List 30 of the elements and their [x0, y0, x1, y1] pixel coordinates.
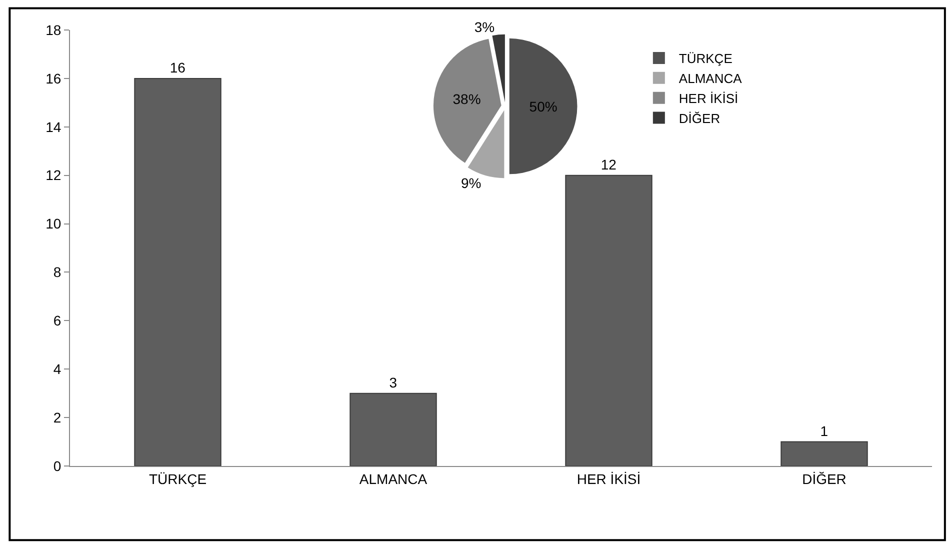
y-tick-label: 14 [46, 118, 62, 135]
legend-label: ALMANCA [678, 71, 742, 86]
data-label: 16 [170, 59, 186, 76]
y-tick-label: 12 [46, 167, 62, 184]
data-label: 1 [820, 422, 828, 439]
x-tick-label: HER İKİSİ [576, 470, 641, 487]
legend-label: DİĞER [678, 110, 720, 126]
bar [565, 174, 652, 466]
y-tick-label: 16 [46, 70, 62, 86]
bar [350, 392, 437, 466]
y-tick-label: 10 [46, 216, 62, 232]
x-tick-label: TÜRKÇE [148, 470, 207, 487]
data-label: 50% [529, 98, 558, 114]
y-tick-label: 6 [53, 312, 62, 329]
y-tick-label: 4 [53, 361, 62, 378]
data-label: 38% [452, 90, 481, 107]
bar [134, 78, 222, 466]
data-label: 9% [461, 174, 482, 191]
legend-label: TÜRKÇE [678, 51, 733, 66]
y-tick-label: 8 [53, 264, 62, 280]
y-tick-label: 0 [53, 458, 62, 474]
legend-label: HER İKİSİ [678, 90, 738, 106]
data-label: 3 [389, 374, 398, 390]
x-tick-label: DİĞER [802, 470, 846, 487]
data-label: 12 [600, 156, 617, 172]
bar [780, 441, 868, 466]
data-label: 3% [474, 18, 495, 35]
y-tick-label: 2 [53, 409, 62, 426]
y-tick-label: 18 [46, 22, 62, 38]
x-tick-label: ALMANCA [359, 470, 428, 487]
